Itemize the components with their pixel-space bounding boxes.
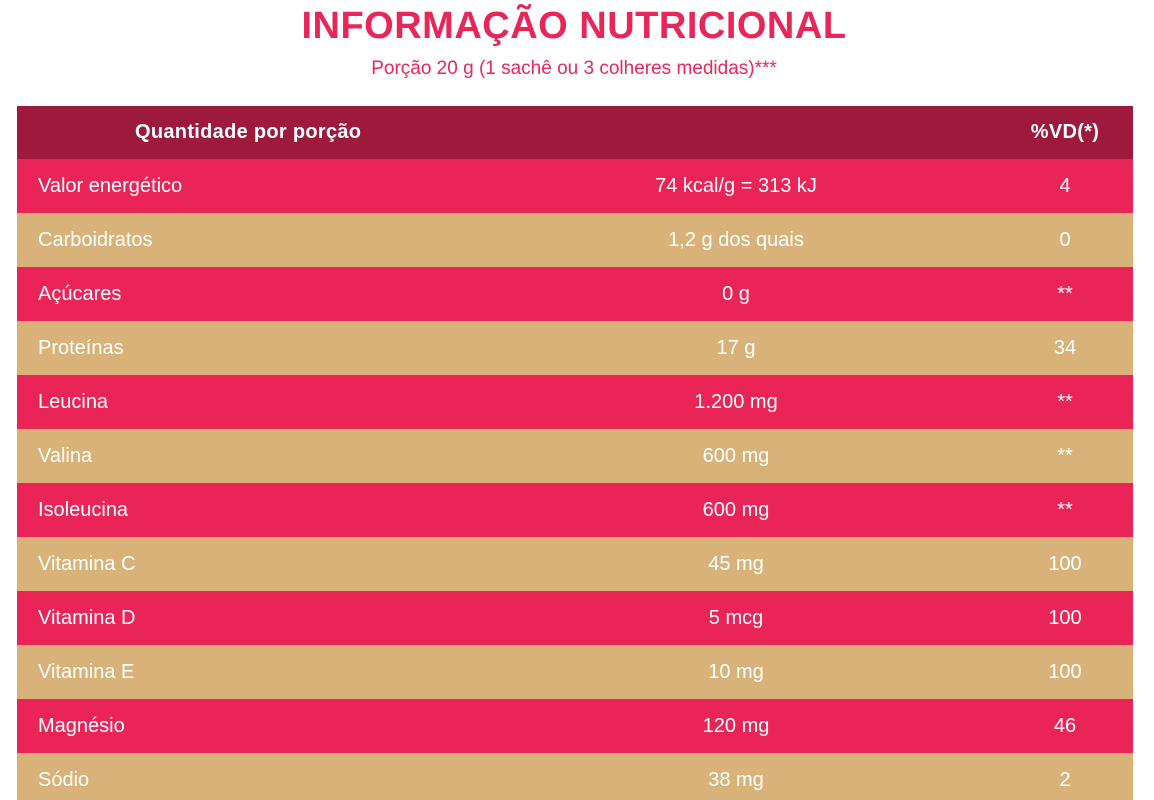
nutrient-amount: 1,2 g dos quais	[668, 228, 804, 251]
nutrient-name: Magnésio	[38, 714, 125, 737]
nutrient-amount: 45 mg	[708, 552, 764, 575]
nutrient-amount: 17 g	[716, 336, 756, 359]
nutrient-daily-value: 4	[1059, 174, 1071, 197]
nutrient-name: Valina	[38, 444, 93, 467]
nutrient-daily-value: 0	[1059, 228, 1071, 251]
nutrient-name: Isoleucina	[38, 498, 129, 521]
table-row: Isoleucina 600 mg **	[17, 483, 1133, 537]
nutrient-daily-value: **	[1057, 390, 1073, 413]
table-header-row: Quantidade por porção %VD(*)	[17, 106, 1133, 159]
nutrient-daily-value: **	[1057, 282, 1073, 305]
nutrient-amount: 0 g	[722, 282, 750, 305]
nutrient-daily-value: 2	[1059, 768, 1071, 791]
header-amount	[475, 106, 997, 159]
nutrient-amount: 38 mg	[708, 768, 764, 791]
table-row: Açúcares 0 g **	[17, 267, 1133, 321]
nutrient-amount: 5 mcg	[708, 606, 764, 629]
page-title: INFORMAÇÃO NUTRICIONAL	[301, 5, 847, 47]
table-row: Carboidratos 1,2 g dos quais 0	[17, 213, 1133, 267]
nutrient-amount: 1.200 mg	[694, 390, 778, 413]
nutrient-name: Valor energético	[38, 174, 183, 197]
nutrient-name: Vitamina D	[38, 606, 136, 629]
nutrient-amount: 10 mg	[708, 660, 764, 683]
nutrient-amount: 600 mg	[702, 444, 770, 467]
nutrient-amount: 120 mg	[702, 714, 770, 737]
table-row: Vitamina C 45 mg 100	[17, 537, 1133, 591]
nutrient-name: Leucina	[38, 390, 109, 413]
nutrient-name: Vitamina E	[38, 660, 135, 683]
nutrient-name: Proteínas	[38, 336, 124, 359]
nutrient-daily-value: 34	[1053, 336, 1077, 359]
nutrient-name: Açúcares	[38, 282, 122, 305]
table-row: Sódio 38 mg 2	[17, 753, 1133, 800]
serving-size-subtitle: Porção 20 g (1 sachê ou 3 colheres medid…	[371, 58, 777, 79]
nutrient-name: Carboidratos	[38, 228, 153, 251]
table-row: Vitamina E 10 mg 100	[17, 645, 1133, 699]
nutrient-amount: 600 mg	[702, 498, 770, 521]
table-row: Magnésio 120 mg 46	[17, 699, 1133, 753]
nutrient-daily-value: 100	[1048, 660, 1082, 683]
header-quantity-per-serving: Quantidade por porção	[135, 121, 362, 143]
table-row: Leucina 1.200 mg **	[17, 375, 1133, 429]
table-row: Vitamina D 5 mcg 100	[17, 591, 1133, 645]
table-row: Valina 600 mg **	[17, 429, 1133, 483]
nutrient-amount: 74 kcal/g = 313 kJ	[655, 174, 817, 197]
nutrient-name: Vitamina C	[38, 552, 136, 575]
nutrient-daily-value: 100	[1048, 606, 1082, 629]
header-daily-value: %VD(*)	[1030, 121, 1100, 143]
nutrient-daily-value: **	[1057, 444, 1073, 467]
table-row: Proteínas 17 g 34	[17, 321, 1133, 375]
nutrient-daily-value: 46	[1053, 714, 1077, 737]
nutrient-daily-value: **	[1057, 498, 1073, 521]
nutrient-name: Sódio	[38, 768, 90, 791]
nutrition-facts-table: Quantidade por porção %VD(*) Valor energ…	[17, 106, 1133, 800]
table-row: Valor energético 74 kcal/g = 313 kJ 4	[17, 159, 1133, 213]
nutrient-daily-value: 100	[1048, 552, 1082, 575]
